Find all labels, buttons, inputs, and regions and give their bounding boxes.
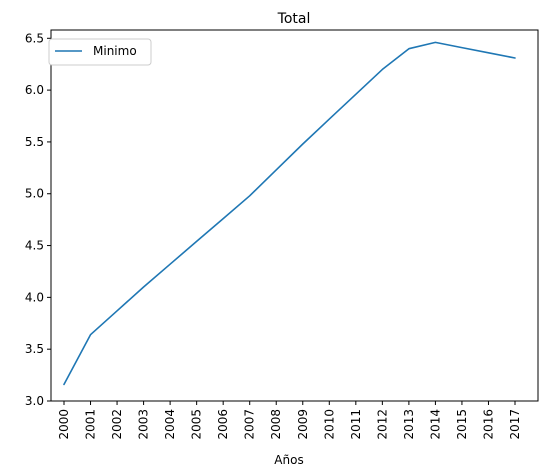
x-tick-label: 2008 — [269, 409, 283, 440]
series-line-minimo — [63, 41, 516, 386]
plot-area: 3.0 3.5 4.0 4.5 5.0 5.5 6.0 6.5 2000 2001 2002 2003… — [25, 31, 522, 439]
legend: Minimo — [48, 38, 152, 66]
x-axis-label: Años — [274, 453, 303, 467]
x-tick-label: 2000 — [57, 409, 71, 440]
axes-frame — [50, 29, 539, 402]
x-tick-label: 2016 — [481, 409, 495, 440]
x-tick-label: 2011 — [349, 409, 363, 440]
y-tick-label: 3.0 — [25, 394, 44, 408]
x-tick-label: 2006 — [216, 409, 230, 440]
x-tick-label: 2005 — [190, 409, 204, 440]
x-tick-label: 2010 — [322, 409, 336, 440]
chart-title: Total — [277, 11, 311, 27]
x-tick-label: 2009 — [296, 409, 310, 440]
x-tick-label: 2013 — [402, 409, 416, 440]
legend-label-minimo: Minimo — [93, 44, 137, 58]
y-tick-label: 5.5 — [25, 135, 44, 149]
x-tick-label: 2007 — [243, 409, 257, 440]
y-tick-label: 5.0 — [25, 187, 44, 201]
x-tick-label: 2017 — [508, 409, 522, 440]
x-tick-label: 2012 — [375, 409, 389, 440]
x-tick-label: 2003 — [137, 409, 151, 440]
y-tick-label: 4.5 — [25, 239, 44, 253]
y-tick-label: 4.0 — [25, 290, 44, 304]
y-tick-label: 6.5 — [25, 31, 44, 45]
legend-box — [48, 38, 152, 66]
x-tick-label: 2001 — [84, 409, 98, 440]
y-tick-label: 3.5 — [25, 342, 44, 356]
y-tick-label: 6.0 — [25, 83, 44, 97]
x-tick-label: 2015 — [455, 409, 469, 440]
x-tick-label: 2004 — [163, 409, 177, 440]
x-tick-label: 2002 — [110, 409, 124, 440]
x-tick-label: 2014 — [428, 409, 442, 440]
